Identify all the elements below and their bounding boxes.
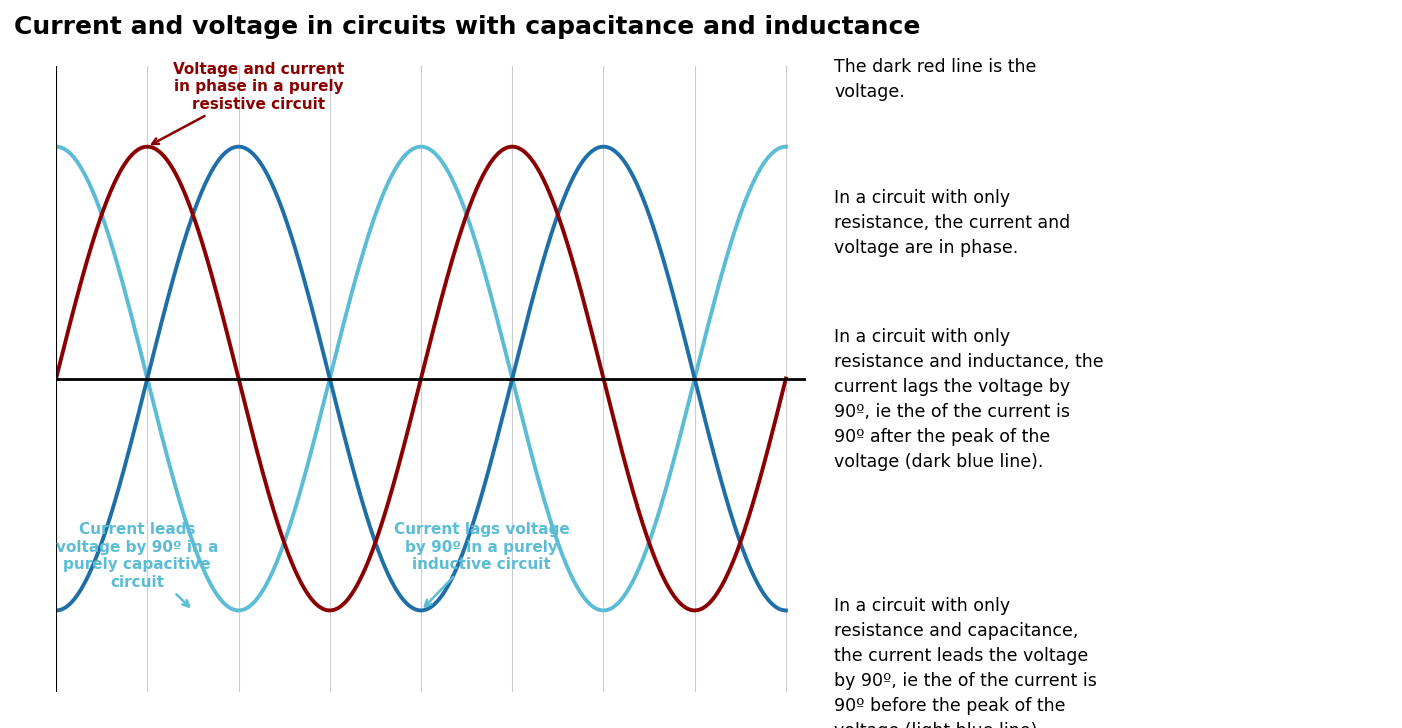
Text: In a circuit with only
resistance, the current and
voltage are in phase.: In a circuit with only resistance, the c…: [834, 189, 1071, 257]
Text: Voltage and current
in phase in a purely
resistive circuit: Voltage and current in phase in a purely…: [153, 62, 345, 144]
Text: In a circuit with only
resistance and capacitance,
the current leads the voltage: In a circuit with only resistance and ca…: [834, 597, 1098, 728]
Text: In a circuit with only
resistance and inductance, the
current lags the voltage b: In a circuit with only resistance and in…: [834, 328, 1103, 470]
Text: The dark red line is the
voltage.: The dark red line is the voltage.: [834, 58, 1036, 101]
Text: Current lags voltage
by 90º in a purely
inductive circuit: Current lags voltage by 90º in a purely …: [394, 522, 569, 606]
Text: Current leads
voltage by 90º in a
purely capacitive
circuit: Current leads voltage by 90º in a purely…: [56, 522, 219, 606]
Text: Current and voltage in circuits with capacitance and inductance: Current and voltage in circuits with cap…: [14, 15, 920, 39]
